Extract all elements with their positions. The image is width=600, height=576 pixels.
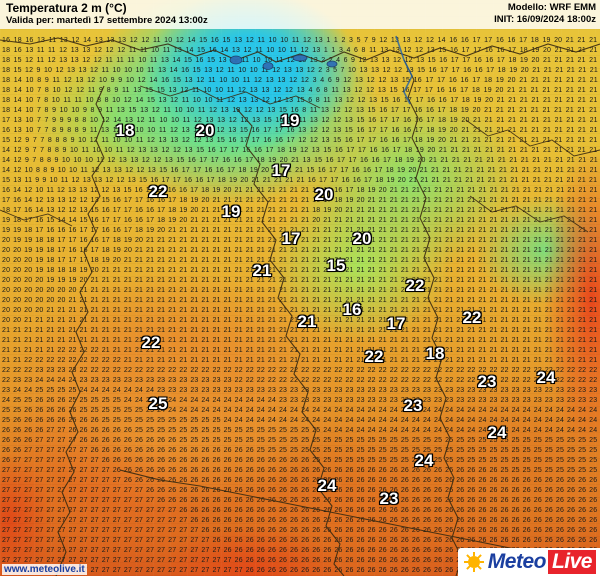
brand-name-live: Live xyxy=(547,550,596,574)
isotherm-label: 22 xyxy=(405,276,425,295)
isotherm-label: 25 xyxy=(148,394,168,413)
isotherm-label: 20 xyxy=(195,121,215,140)
isotherm-label: 24 xyxy=(414,451,434,470)
isotherm-label: 24 xyxy=(487,423,507,442)
isotherm-label: 22 xyxy=(462,308,482,327)
isotherm-label: 22 xyxy=(148,182,168,201)
brand-name-meteo: Meteo xyxy=(487,550,547,573)
isotherm-label: 19 xyxy=(280,111,300,130)
isotherm-label: 17 xyxy=(271,161,291,180)
isotherm-label: 15 xyxy=(326,256,346,275)
isotherm-label: 17 xyxy=(281,229,301,248)
isotherm-label: 16 xyxy=(342,300,362,319)
isotherm-label: 17 xyxy=(386,314,406,333)
isotherm-label: 23 xyxy=(477,372,497,391)
isotherm-label: 18 xyxy=(425,344,445,363)
isotherm-label: 18 xyxy=(115,121,135,140)
isotherm-label: 24 xyxy=(317,476,337,495)
isotherm-label: 22 xyxy=(141,333,161,352)
site-url-text: www.meteolive.it xyxy=(2,564,87,575)
isotherm-label: 23 xyxy=(379,489,399,508)
isotherm-label: 21 xyxy=(252,261,272,280)
brand-logo[interactable]: Meteo Live xyxy=(457,548,600,576)
isotherm-label: 21 xyxy=(297,312,317,331)
sun-icon xyxy=(463,552,484,572)
isotherm-label: 24 xyxy=(536,368,556,387)
isotherm-label: 23 xyxy=(403,396,423,415)
isotherm-label: 20 xyxy=(352,229,372,248)
isotherm-label: 20 xyxy=(314,185,334,204)
isotherm-label: 19 xyxy=(221,202,241,221)
isotherm-label: 22 xyxy=(364,347,384,366)
